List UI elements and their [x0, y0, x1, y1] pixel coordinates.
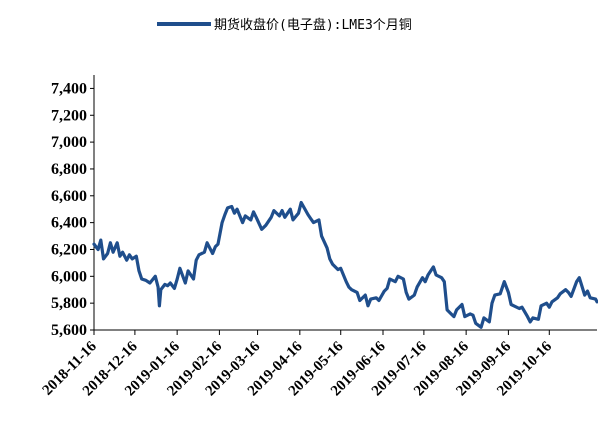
- y-tick-label: 7,000: [51, 134, 87, 151]
- series-line: [92, 200, 598, 329]
- y-tick-label: 6,400: [51, 215, 87, 232]
- y-tick-label: 7,200: [51, 107, 87, 124]
- y-tick-label: 6,800: [51, 161, 87, 178]
- y-tick-label: 6,200: [51, 241, 87, 258]
- legend-label: 期货收盘价(电子盘):LME3个月铜: [214, 17, 412, 33]
- y-tick-label: 5,800: [51, 295, 87, 312]
- y-tick-label: 5,600: [51, 322, 87, 339]
- legend: 期货收盘价(电子盘):LME3个月铜: [157, 17, 412, 33]
- x-axis: 2018-11-162018-12-162019-01-162019-02-16…: [40, 329, 597, 399]
- y-axis: 5,600 5,800 6,000 6,200 6,400 6,600 6,800 7,000…: [51, 75, 95, 339]
- y-tick-label: 6,600: [51, 188, 87, 205]
- y-tick-label: 7,400: [51, 80, 87, 97]
- series-layer: [92, 200, 598, 329]
- y-tick-label: 6,000: [51, 268, 87, 285]
